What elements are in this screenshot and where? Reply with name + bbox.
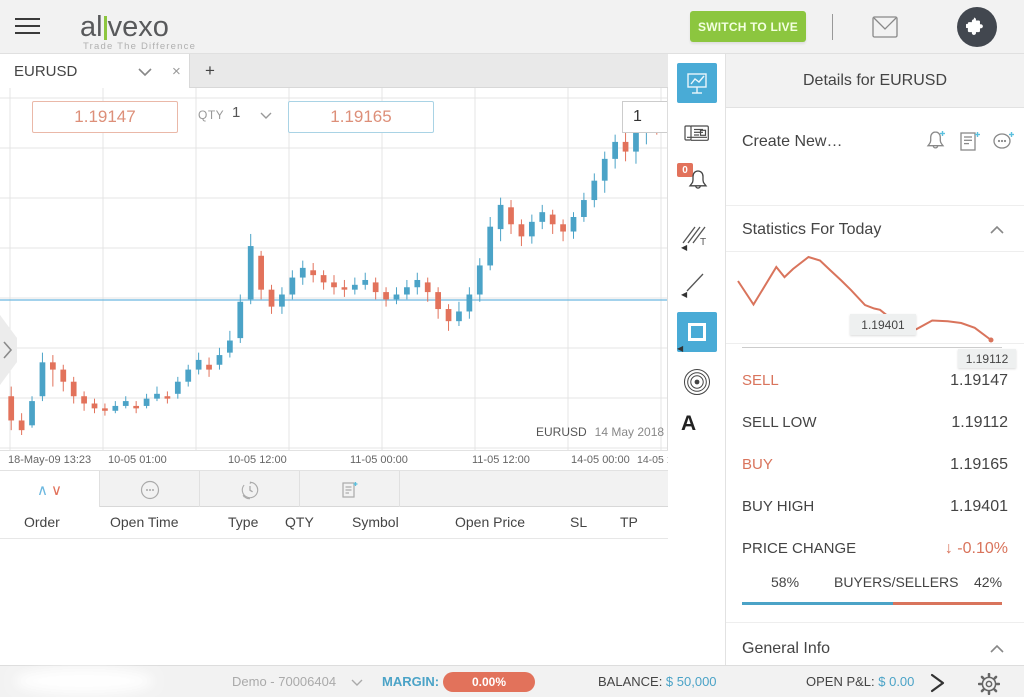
svg-text:T: T xyxy=(700,237,706,248)
